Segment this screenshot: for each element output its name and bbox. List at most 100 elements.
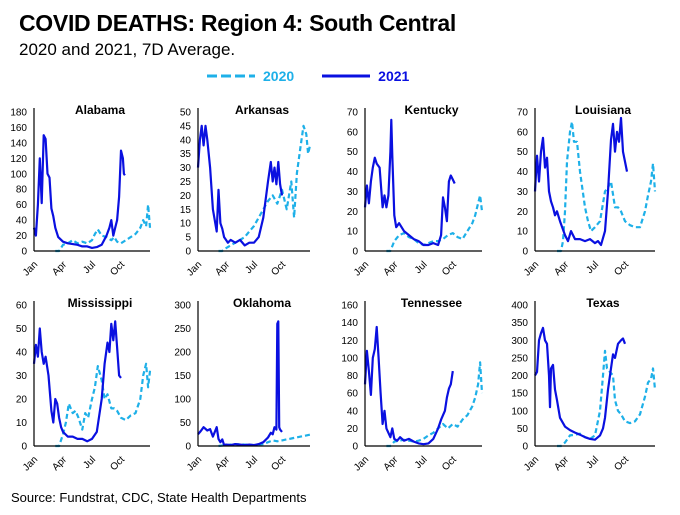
y-tick-label: 0 xyxy=(352,247,358,258)
panel-title: Mississippi xyxy=(68,296,133,310)
legend-item-2020: 2020 xyxy=(207,68,294,84)
y-tick-label: 25 xyxy=(180,177,192,188)
y-tick-label: 70 xyxy=(347,108,359,119)
series-line-2021 xyxy=(196,124,284,247)
y-tick-label: 30 xyxy=(180,163,192,174)
y-tick-label: 0 xyxy=(185,442,191,453)
x-tick-label: Jul xyxy=(584,454,601,471)
panel-mississippi: Mississippi 0 10 20 30 40 50 60 Jan Apr Jul Oct xyxy=(16,296,152,474)
x-tick-label: Oct xyxy=(612,454,631,473)
series-line-2020 xyxy=(55,362,152,448)
x-tick-label: Apr xyxy=(382,259,401,278)
y-tick-label: 80 xyxy=(16,185,28,196)
y-tick-label: 35 xyxy=(180,149,192,160)
panel-title: Arkansas xyxy=(235,103,289,117)
x-tick-label: Jan xyxy=(522,454,541,473)
x-tick-label: Oct xyxy=(108,454,127,473)
panel-oklahoma: Oklahoma 0 50 100 150 200 250 300 Jan Apr Jul Oct xyxy=(174,296,311,474)
panel-title: Alabama xyxy=(75,103,125,117)
y-tick-label: 20 xyxy=(16,231,28,242)
y-tick-label: 60 xyxy=(347,127,359,138)
panel-alabama: Alabama 0 20 40 60 80 100 120 140 160 180 Jan Apr Jul… xyxy=(10,103,152,279)
x-tick-label: Jan xyxy=(185,259,204,278)
series-line-2020 xyxy=(386,194,484,253)
y-tick-label: 300 xyxy=(174,301,191,312)
legend-swatch-2020 xyxy=(207,74,255,78)
legend: 2020 2021 xyxy=(207,68,437,84)
y-tick-label: 160 xyxy=(10,123,27,134)
y-tick-label: 30 xyxy=(16,371,28,382)
series-line-2020 xyxy=(557,120,657,253)
series-line-2021 xyxy=(197,320,283,447)
y-tick-label: 40 xyxy=(347,167,359,178)
y-tick-label: 40 xyxy=(347,406,359,417)
y-tick-label: 250 xyxy=(511,353,528,364)
chart-subtitle: 2020 and 2021, 7D Average. xyxy=(19,40,236,59)
y-tick-label: 20 xyxy=(180,191,192,202)
y-tick-label: 50 xyxy=(180,108,192,119)
panel-title: Tennessee xyxy=(401,296,462,310)
panel-title: Kentucky xyxy=(404,103,458,117)
y-tick-label: 45 xyxy=(180,121,192,132)
series-line-2021 xyxy=(32,134,126,249)
x-tick-label: Jul xyxy=(584,259,601,276)
y-tick-label: 0 xyxy=(21,442,27,453)
y-tick-label: 100 xyxy=(511,406,528,417)
panel-tennessee: Tennessee 0 20 40 60 80 100 120 140 160 Jan Apr Jul O… xyxy=(341,296,484,474)
x-tick-label: Jul xyxy=(81,259,98,276)
series-line-2020 xyxy=(386,361,484,448)
panel-kentucky: Kentucky 0 10 20 30 40 50 60 70 Jan Apr Jul Oct xyxy=(347,103,484,279)
y-tick-label: 0 xyxy=(185,247,191,258)
y-tick-label: 15 xyxy=(180,205,192,216)
y-tick-label: 250 xyxy=(174,324,191,335)
panel-arkansas: Arkansas 0 5 10 15 20 25 30 35 40 45 50 Jan Apr Jul Oct xyxy=(180,103,312,279)
y-tick-label: 30 xyxy=(347,187,359,198)
y-tick-label: 40 xyxy=(180,135,192,146)
y-tick-label: 150 xyxy=(174,371,191,382)
x-tick-label: Apr xyxy=(382,454,401,473)
x-tick-label: Jul xyxy=(243,454,260,471)
y-tick-label: 80 xyxy=(347,371,359,382)
x-tick-label: Jul xyxy=(413,454,430,471)
y-tick-label: 50 xyxy=(517,147,529,158)
y-tick-label: 140 xyxy=(10,138,27,149)
chart-title: COVID DEATHS: Region 4: South Central xyxy=(19,10,456,36)
series-line-2021 xyxy=(533,116,629,247)
x-tick-label: Apr xyxy=(213,259,232,278)
y-tick-label: 100 xyxy=(174,395,191,406)
x-tick-label: Oct xyxy=(269,259,288,278)
panel-texas: Texas 0 50 100 150 200 250 300 350 400 Jan Apr Jul Oc… xyxy=(511,296,657,474)
x-tick-label: Apr xyxy=(213,454,232,473)
x-tick-label: Jul xyxy=(413,259,430,276)
y-tick-label: 120 xyxy=(10,154,27,165)
legend-swatch-2021 xyxy=(322,74,371,78)
y-tick-label: 10 xyxy=(16,418,28,429)
x-tick-label: Oct xyxy=(440,454,459,473)
x-tick-label: Apr xyxy=(50,259,69,278)
x-tick-label: Apr xyxy=(50,454,69,473)
y-tick-label: 100 xyxy=(341,353,358,364)
y-tick-label: 40 xyxy=(16,216,28,227)
series-line-2020 xyxy=(218,433,311,448)
y-tick-label: 30 xyxy=(517,187,529,198)
y-tick-label: 0 xyxy=(352,442,358,453)
x-tick-label: Oct xyxy=(440,259,459,278)
y-tick-label: 10 xyxy=(347,227,359,238)
x-tick-label: Jan xyxy=(185,454,204,473)
y-tick-label: 40 xyxy=(517,167,529,178)
y-tick-label: 200 xyxy=(511,371,528,382)
x-tick-label: Oct xyxy=(269,454,288,473)
y-tick-label: 20 xyxy=(517,207,529,218)
y-tick-label: 40 xyxy=(16,348,28,359)
y-tick-label: 140 xyxy=(341,318,358,329)
x-tick-label: Jan xyxy=(352,454,371,473)
panel-louisiana: Louisiana 0 10 20 30 40 50 60 70 Jan Apr Jul Oct xyxy=(517,103,657,279)
y-tick-label: 50 xyxy=(16,324,28,335)
y-tick-label: 60 xyxy=(517,127,529,138)
y-tick-label: 50 xyxy=(180,418,192,429)
y-tick-label: 20 xyxy=(16,395,28,406)
y-tick-label: 10 xyxy=(517,227,529,238)
x-tick-label: Apr xyxy=(552,259,571,278)
y-tick-label: 160 xyxy=(341,301,358,312)
